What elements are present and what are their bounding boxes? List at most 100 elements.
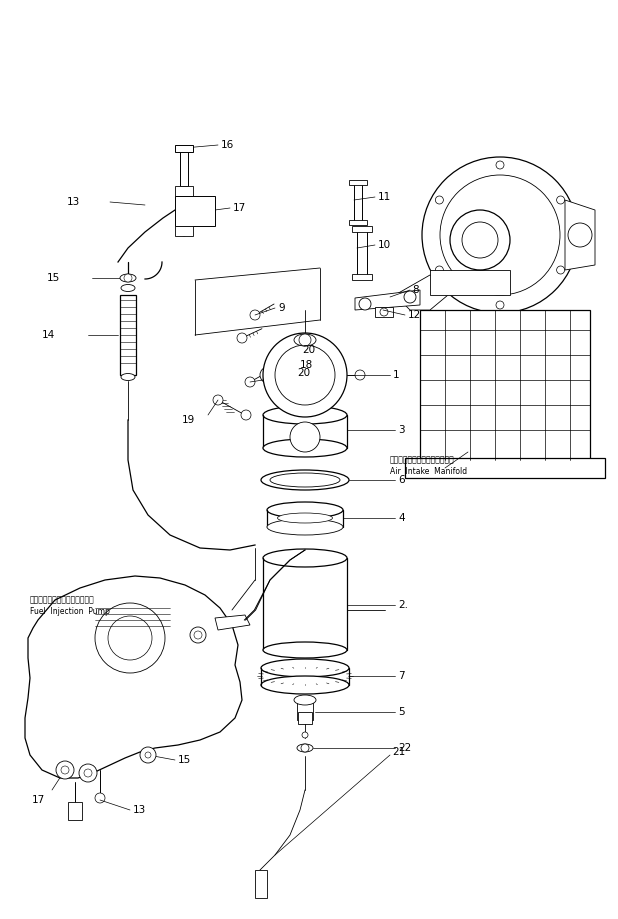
- Bar: [298, 712, 312, 724]
- Circle shape: [179, 186, 189, 196]
- Circle shape: [568, 223, 592, 247]
- Ellipse shape: [267, 519, 343, 535]
- Text: 15: 15: [47, 273, 60, 283]
- Bar: [352, 226, 372, 232]
- Text: 6: 6: [398, 475, 405, 485]
- Bar: [175, 145, 193, 152]
- Ellipse shape: [294, 695, 316, 705]
- Circle shape: [79, 764, 97, 782]
- Circle shape: [140, 747, 156, 763]
- Polygon shape: [355, 290, 420, 310]
- Circle shape: [496, 301, 504, 309]
- Text: Air  Intake  Manifold: Air Intake Manifold: [390, 468, 467, 476]
- Circle shape: [440, 175, 560, 295]
- Polygon shape: [25, 576, 242, 778]
- Bar: [375, 307, 393, 317]
- Bar: [180, 148, 188, 186]
- Bar: [297, 700, 313, 720]
- Circle shape: [213, 395, 223, 405]
- Circle shape: [272, 364, 280, 372]
- Circle shape: [292, 346, 300, 354]
- Circle shape: [359, 298, 371, 310]
- Text: 11: 11: [378, 192, 391, 202]
- Text: 20: 20: [297, 368, 310, 378]
- Circle shape: [241, 410, 251, 420]
- Ellipse shape: [267, 502, 343, 518]
- Circle shape: [61, 766, 69, 774]
- Text: 4: 4: [398, 513, 405, 523]
- Text: 22: 22: [398, 743, 411, 753]
- Circle shape: [56, 761, 74, 779]
- Ellipse shape: [261, 470, 349, 490]
- Ellipse shape: [120, 274, 136, 282]
- Ellipse shape: [261, 659, 349, 677]
- Polygon shape: [215, 615, 250, 630]
- Circle shape: [380, 308, 388, 316]
- Circle shape: [178, 200, 190, 212]
- Ellipse shape: [270, 473, 340, 487]
- Ellipse shape: [261, 676, 349, 694]
- Circle shape: [264, 371, 272, 379]
- Ellipse shape: [263, 549, 347, 567]
- Circle shape: [263, 333, 347, 417]
- Circle shape: [178, 214, 190, 226]
- Circle shape: [273, 351, 285, 363]
- Ellipse shape: [263, 439, 347, 457]
- Text: 3: 3: [398, 425, 405, 435]
- Text: エアーインテークマニホールド: エアーインテークマニホールド: [390, 456, 455, 464]
- Circle shape: [250, 310, 260, 320]
- Circle shape: [299, 334, 311, 346]
- Ellipse shape: [294, 334, 316, 346]
- Circle shape: [275, 345, 335, 405]
- Circle shape: [95, 793, 105, 803]
- Text: 17: 17: [233, 203, 246, 213]
- Circle shape: [301, 744, 309, 752]
- Text: 14: 14: [42, 330, 55, 340]
- Text: 17: 17: [32, 795, 44, 805]
- Circle shape: [190, 627, 206, 643]
- Ellipse shape: [121, 373, 135, 380]
- Text: 18: 18: [300, 360, 313, 370]
- Bar: [430, 270, 510, 295]
- Circle shape: [237, 333, 247, 343]
- Text: フェルインジェクションポンプ: フェルインジェクションポンプ: [30, 596, 95, 605]
- Circle shape: [245, 377, 255, 387]
- Circle shape: [302, 732, 308, 738]
- Bar: [255, 870, 267, 898]
- Circle shape: [462, 222, 498, 258]
- Text: 13: 13: [67, 197, 80, 207]
- Bar: [354, 182, 362, 222]
- Circle shape: [260, 367, 276, 383]
- Bar: [349, 180, 367, 185]
- Text: 13: 13: [133, 805, 146, 815]
- Text: 5: 5: [398, 707, 405, 717]
- Text: Fuel  Injection  Pump: Fuel Injection Pump: [30, 607, 110, 617]
- Bar: [120, 295, 136, 375]
- Circle shape: [557, 266, 565, 274]
- Circle shape: [496, 161, 504, 169]
- Circle shape: [435, 266, 443, 274]
- Ellipse shape: [263, 406, 347, 424]
- Circle shape: [404, 291, 416, 303]
- Bar: [357, 228, 367, 276]
- Text: 19: 19: [182, 415, 195, 425]
- Ellipse shape: [263, 642, 347, 658]
- Circle shape: [124, 274, 132, 282]
- Ellipse shape: [121, 285, 135, 291]
- Circle shape: [179, 226, 189, 236]
- Polygon shape: [395, 275, 460, 310]
- Ellipse shape: [277, 513, 332, 523]
- Text: 1: 1: [393, 370, 400, 380]
- Text: 8: 8: [412, 285, 418, 295]
- Bar: [405, 458, 605, 478]
- Text: 9: 9: [278, 303, 285, 313]
- Circle shape: [355, 370, 365, 380]
- Circle shape: [290, 422, 320, 452]
- Circle shape: [108, 616, 152, 660]
- Circle shape: [194, 631, 202, 639]
- Text: 12: 12: [408, 310, 421, 320]
- Ellipse shape: [297, 744, 313, 752]
- Circle shape: [95, 603, 165, 673]
- Text: 16: 16: [221, 140, 234, 150]
- Circle shape: [450, 210, 510, 270]
